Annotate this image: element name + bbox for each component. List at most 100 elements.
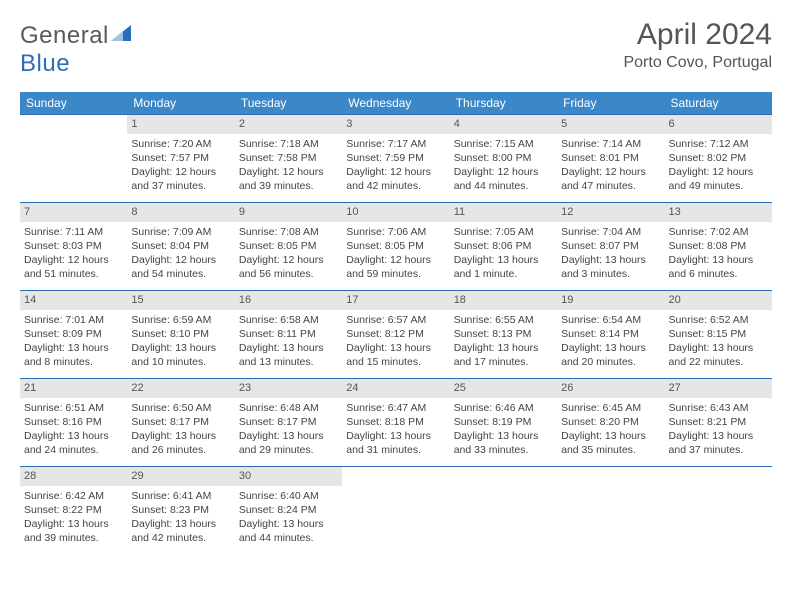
daylight-text: and 39 minutes. bbox=[239, 179, 338, 193]
day-number: 23 bbox=[235, 379, 342, 398]
day-cell: 23 Sunrise: 6:48 AMSunset: 8:17 PMDayligh… bbox=[235, 379, 342, 467]
sunrise-text: Sunrise: 6:54 AM bbox=[561, 313, 660, 327]
daylight-text: and 42 minutes. bbox=[131, 531, 230, 545]
sunrise-text: Sunrise: 6:57 AM bbox=[346, 313, 445, 327]
sunrise-text: Sunrise: 7:06 AM bbox=[346, 225, 445, 239]
daylight-text: Daylight: 13 hours bbox=[24, 429, 123, 443]
daylight-text: and 15 minutes. bbox=[346, 355, 445, 369]
daylight-text: Daylight: 13 hours bbox=[131, 429, 230, 443]
day-number: 7 bbox=[20, 203, 127, 222]
sunset-text: Sunset: 7:57 PM bbox=[131, 151, 230, 165]
sunset-text: Sunset: 8:03 PM bbox=[24, 239, 123, 253]
calendar-table: Sunday Monday Tuesday Wednesday Thursday… bbox=[20, 92, 772, 555]
daylight-text: Daylight: 12 hours bbox=[239, 253, 338, 267]
calendar-body: .1Sunrise: 7:20 AMSunset: 7:57 PMDayligh… bbox=[20, 115, 772, 555]
daylight-text: Daylight: 13 hours bbox=[561, 429, 660, 443]
day-number: 28 bbox=[20, 467, 127, 486]
daylight-text: and 33 minutes. bbox=[454, 443, 553, 457]
day-number: 24 bbox=[342, 379, 449, 398]
sunrise-text: Sunrise: 6:48 AM bbox=[239, 401, 338, 415]
day-cell: 29Sunrise: 6:41 AMSunset: 8:23 PMDayligh… bbox=[127, 467, 234, 555]
daylight-text: Daylight: 12 hours bbox=[239, 165, 338, 179]
daylight-text: Daylight: 13 hours bbox=[239, 429, 338, 443]
day-number: 25 bbox=[450, 379, 557, 398]
title-block: April 2024 Porto Covo, Portugal bbox=[623, 18, 772, 72]
day-cell: 11Sunrise: 7:05 AMSunset: 8:06 PMDayligh… bbox=[450, 203, 557, 291]
day-number: 13 bbox=[665, 203, 772, 222]
daylight-text: and 13 minutes. bbox=[239, 355, 338, 369]
day-cell: 4Sunrise: 7:15 AMSunset: 8:00 PMDaylight… bbox=[450, 115, 557, 203]
sunrise-text: Sunrise: 6:45 AM bbox=[561, 401, 660, 415]
day-cell: 1Sunrise: 7:20 AMSunset: 7:57 PMDaylight… bbox=[127, 115, 234, 203]
sunrise-text: Sunrise: 7:11 AM bbox=[24, 225, 123, 239]
day-cell: 7 Sunrise: 7:11 AMSunset: 8:03 PMDaylight… bbox=[20, 203, 127, 291]
week-row: 7Sunrise: 7:11 AMSunset: 8:03 PMDaylight… bbox=[20, 203, 772, 291]
daylight-text: and 44 minutes. bbox=[239, 531, 338, 545]
sunrise-text: Sunrise: 6:50 AM bbox=[131, 401, 230, 415]
sunset-text: Sunset: 8:17 PM bbox=[239, 415, 338, 429]
daylight-text: Daylight: 13 hours bbox=[669, 429, 768, 443]
daylight-text: Daylight: 13 hours bbox=[24, 341, 123, 355]
day-cell: 3Sunrise: 7:17 AMSunset: 7:59 PMDaylight… bbox=[342, 115, 449, 203]
day-cell: . bbox=[450, 467, 557, 555]
dayhead-mon: Monday bbox=[127, 92, 234, 115]
daylight-text: and 49 minutes. bbox=[669, 179, 768, 193]
sunrise-text: Sunrise: 7:14 AM bbox=[561, 137, 660, 151]
sunset-text: Sunset: 8:05 PM bbox=[239, 239, 338, 253]
sunset-text: Sunset: 8:18 PM bbox=[346, 415, 445, 429]
sunset-text: Sunset: 8:02 PM bbox=[669, 151, 768, 165]
day-cell: . bbox=[557, 467, 664, 555]
day-cell: . bbox=[20, 115, 127, 203]
sunrise-text: Sunrise: 7:04 AM bbox=[561, 225, 660, 239]
daylight-text: Daylight: 13 hours bbox=[24, 517, 123, 531]
sunset-text: Sunset: 8:07 PM bbox=[561, 239, 660, 253]
daylight-text: Daylight: 12 hours bbox=[24, 253, 123, 267]
day-number: 10 bbox=[342, 203, 449, 222]
sunrise-text: Sunrise: 7:17 AM bbox=[346, 137, 445, 151]
day-header-row: Sunday Monday Tuesday Wednesday Thursday… bbox=[20, 92, 772, 115]
sunrise-text: Sunrise: 7:05 AM bbox=[454, 225, 553, 239]
sunset-text: Sunset: 8:14 PM bbox=[561, 327, 660, 341]
week-row: .1Sunrise: 7:20 AMSunset: 7:57 PMDayligh… bbox=[20, 115, 772, 203]
day-number: 4 bbox=[450, 115, 557, 134]
day-number: 21 bbox=[20, 379, 127, 398]
location: Porto Covo, Portugal bbox=[623, 54, 772, 72]
daylight-text: and 20 minutes. bbox=[561, 355, 660, 369]
day-cell: 9Sunrise: 7:08 AMSunset: 8:05 PMDaylight… bbox=[235, 203, 342, 291]
sunset-text: Sunset: 7:58 PM bbox=[239, 151, 338, 165]
sunrise-text: Sunrise: 7:08 AM bbox=[239, 225, 338, 239]
day-number: 26 bbox=[557, 379, 664, 398]
day-cell: 26Sunrise: 6:45 AMSunset: 8:20 PMDayligh… bbox=[557, 379, 664, 467]
sunrise-text: Sunrise: 6:43 AM bbox=[669, 401, 768, 415]
daylight-text: and 10 minutes. bbox=[131, 355, 230, 369]
dayhead-tue: Tuesday bbox=[235, 92, 342, 115]
sunset-text: Sunset: 8:06 PM bbox=[454, 239, 553, 253]
day-number: 8 bbox=[127, 203, 234, 222]
sunset-text: Sunset: 8:11 PM bbox=[239, 327, 338, 341]
day-cell: 27Sunrise: 6:43 AMSunset: 8:21 PMDayligh… bbox=[665, 379, 772, 467]
day-cell: . bbox=[342, 467, 449, 555]
sunset-text: Sunset: 8:12 PM bbox=[346, 327, 445, 341]
sunset-text: Sunset: 8:10 PM bbox=[131, 327, 230, 341]
dayhead-wed: Wednesday bbox=[342, 92, 449, 115]
daylight-text: Daylight: 12 hours bbox=[131, 165, 230, 179]
sunset-text: Sunset: 8:23 PM bbox=[131, 503, 230, 517]
day-number: 27 bbox=[665, 379, 772, 398]
day-cell: 30Sunrise: 6:40 AMSunset: 8:24 PMDayligh… bbox=[235, 467, 342, 555]
day-number: 3 bbox=[342, 115, 449, 134]
sunrise-text: Sunrise: 6:46 AM bbox=[454, 401, 553, 415]
sunset-text: Sunset: 8:15 PM bbox=[669, 327, 768, 341]
daylight-text: and 6 minutes. bbox=[669, 267, 768, 281]
day-number: 17 bbox=[342, 291, 449, 310]
daylight-text: Daylight: 13 hours bbox=[454, 341, 553, 355]
logo-text: General Blue bbox=[20, 22, 133, 78]
day-number: 19 bbox=[557, 291, 664, 310]
sunrise-text: Sunrise: 7:20 AM bbox=[131, 137, 230, 151]
dayhead-sat: Saturday bbox=[665, 92, 772, 115]
sunset-text: Sunset: 8:00 PM bbox=[454, 151, 553, 165]
sunrise-text: Sunrise: 6:41 AM bbox=[131, 489, 230, 503]
sunrise-text: Sunrise: 7:12 AM bbox=[669, 137, 768, 151]
daylight-text: and 51 minutes. bbox=[24, 267, 123, 281]
sunrise-text: Sunrise: 7:02 AM bbox=[669, 225, 768, 239]
sunset-text: Sunset: 8:09 PM bbox=[24, 327, 123, 341]
